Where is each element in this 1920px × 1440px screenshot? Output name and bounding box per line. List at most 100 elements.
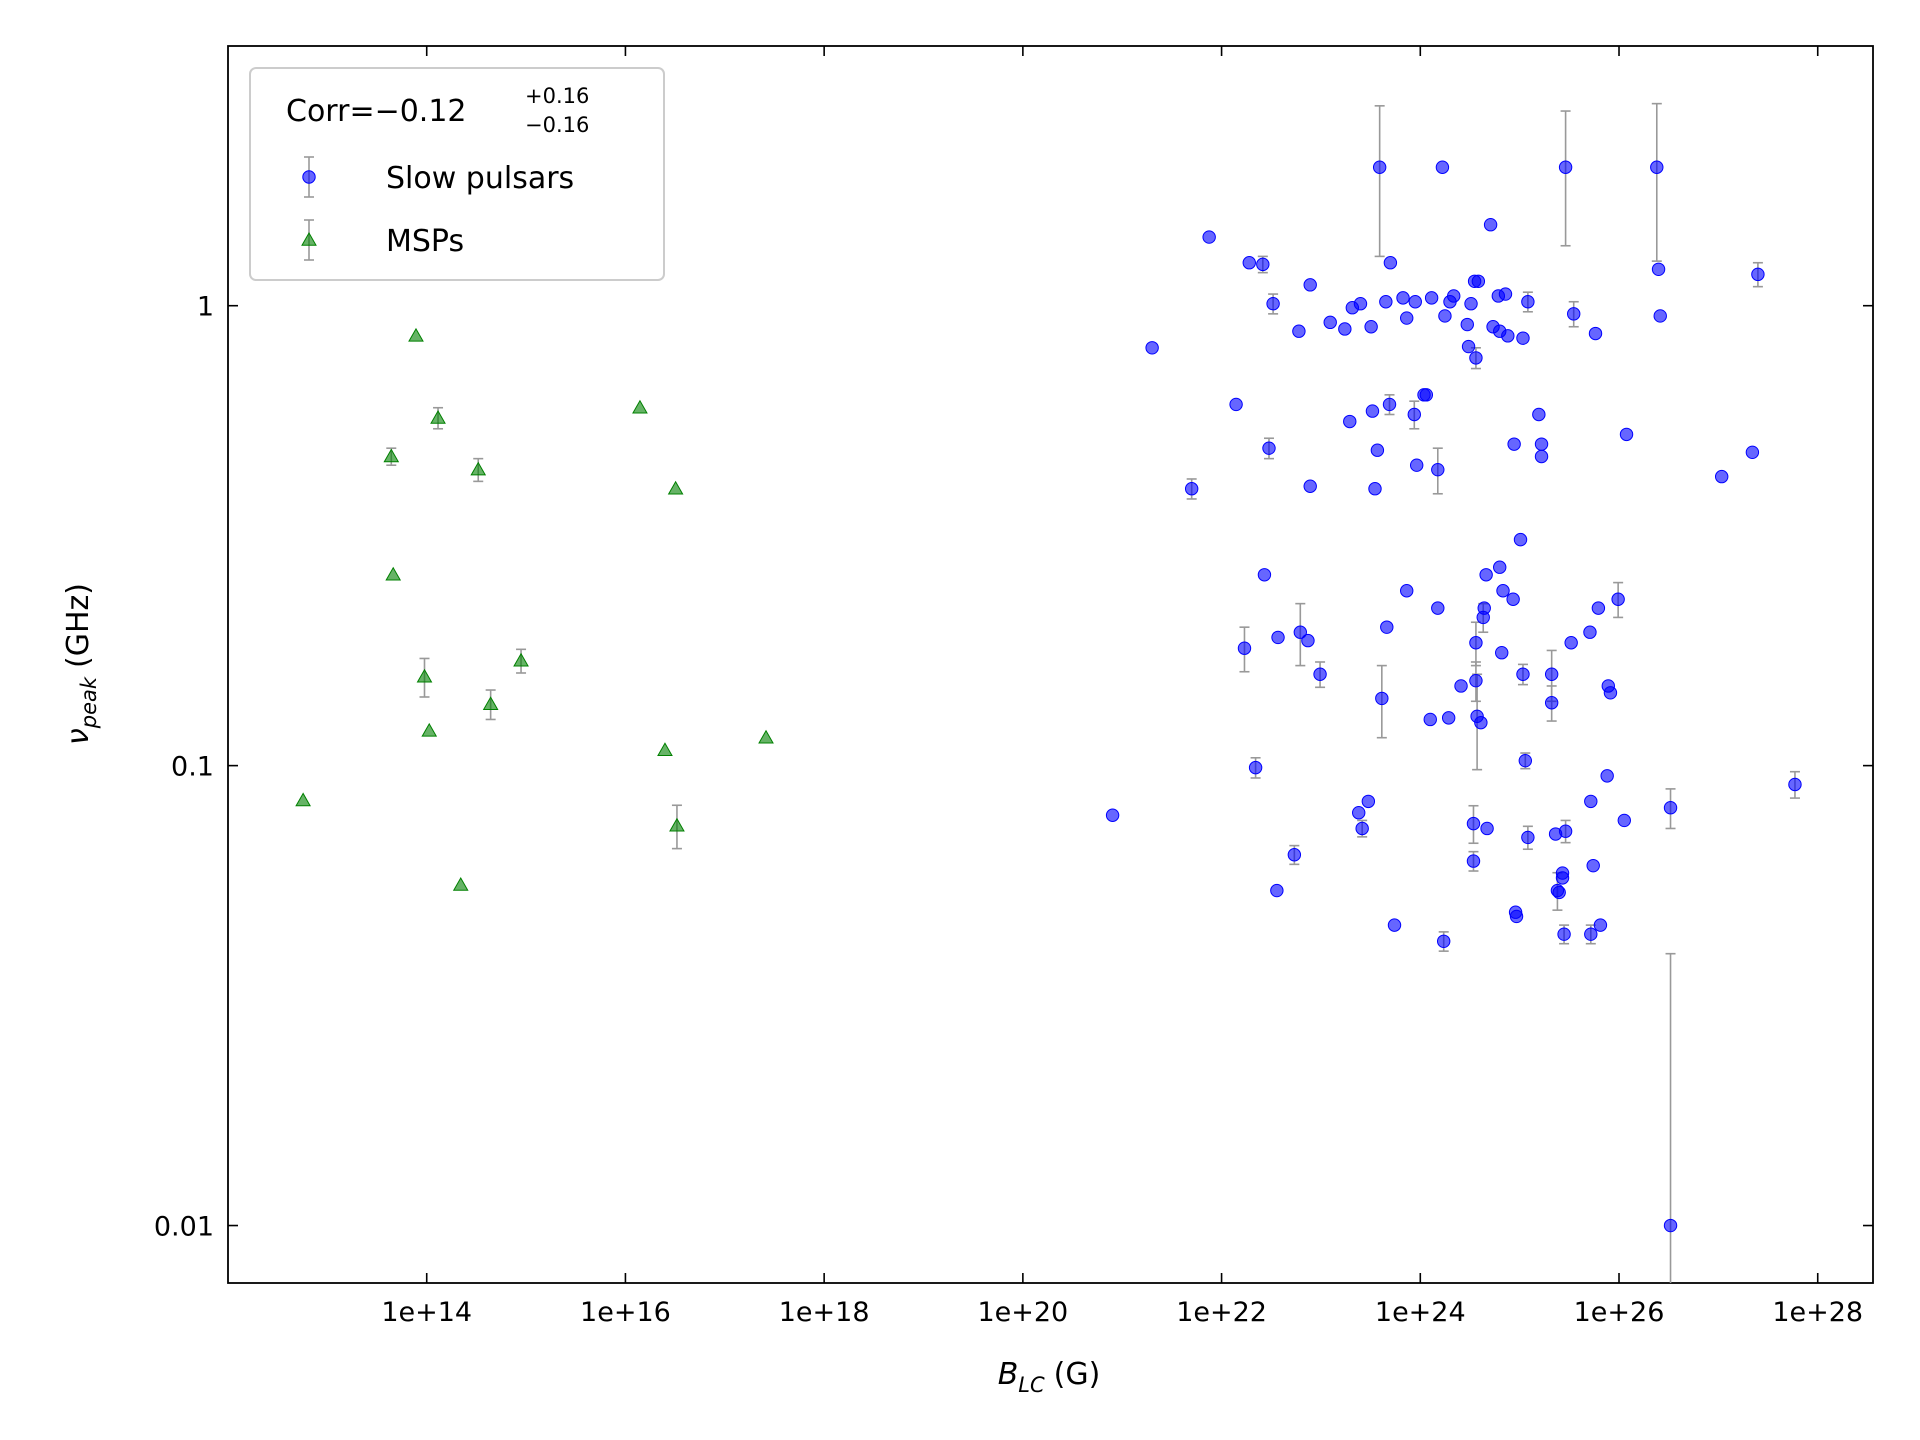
triangle-marker: [383, 448, 400, 463]
circle-marker: [1521, 295, 1535, 309]
x-tick-label: 1e+22: [1176, 1297, 1267, 1328]
circle-marker: [1509, 909, 1524, 924]
circle-marker: [1184, 482, 1199, 496]
circle-marker: [1516, 667, 1530, 681]
circle-marker: [1375, 691, 1389, 706]
circle-marker: [1382, 397, 1397, 412]
triangle-marker: [667, 480, 684, 495]
circle-marker: [1653, 309, 1667, 323]
circle-marker: [1558, 160, 1573, 174]
x-tick-label: 1e+16: [580, 1297, 671, 1328]
circle-marker: [1464, 297, 1478, 311]
circle-marker: [1603, 686, 1618, 700]
triangle-marker: [385, 566, 402, 581]
circle-marker: [1513, 532, 1528, 547]
triangle-marker: [430, 409, 446, 424]
circle-marker: [1584, 927, 1598, 941]
circle-marker: [1105, 808, 1120, 822]
circle-marker: [1352, 806, 1366, 820]
circle-marker: [1544, 667, 1559, 681]
circle-marker: [1663, 801, 1678, 815]
triangle-marker: [758, 729, 774, 744]
x-tick-label: 1e+26: [1574, 1297, 1665, 1328]
circle-marker: [1663, 1218, 1678, 1233]
x-label-unit: (G): [1054, 1357, 1101, 1392]
circle-marker: [1532, 407, 1546, 422]
circle-marker: [1534, 437, 1549, 451]
circle-marker: [1257, 568, 1272, 582]
circle-marker: [1483, 218, 1498, 232]
circle-marker: [1145, 341, 1159, 355]
circle-marker: [1365, 404, 1380, 418]
circle-marker: [1303, 479, 1317, 493]
circle-marker: [1409, 458, 1424, 472]
circle-marker: [1474, 715, 1488, 730]
circle-marker: [1788, 777, 1802, 792]
circle-marker: [1256, 257, 1270, 272]
circle-marker: [1379, 295, 1393, 309]
circle-marker: [1407, 407, 1421, 422]
plot-frame: [227, 45, 1874, 1284]
circle-marker: [1353, 297, 1368, 311]
circle-marker: [1751, 267, 1765, 282]
legend-marker: [301, 231, 317, 246]
circle-marker: [1202, 230, 1216, 244]
circle-marker: [1477, 601, 1491, 615]
circle-marker: [1242, 256, 1256, 270]
circle-marker: [1617, 813, 1631, 828]
legend-title-sup: +0.16: [525, 84, 589, 108]
circle-marker: [1461, 339, 1476, 354]
x-axis-label: BLC (G): [998, 1357, 1101, 1397]
circle-marker: [1303, 278, 1317, 292]
triangle-marker: [295, 792, 311, 807]
circle-marker: [1584, 794, 1598, 809]
circle-marker: [1424, 291, 1439, 305]
circle-marker: [1506, 592, 1520, 606]
y-tick-label: 1: [197, 292, 214, 323]
triangle-marker: [452, 877, 469, 891]
circle-marker: [1611, 592, 1625, 606]
y-tick-label: 0.1: [171, 752, 214, 783]
circle-marker: [1266, 297, 1280, 311]
circle-marker: [1495, 646, 1509, 660]
circle-marker: [1419, 388, 1434, 402]
circle-marker: [1438, 309, 1452, 323]
circle-marker: [1651, 262, 1666, 276]
circle-marker: [1313, 667, 1327, 681]
circle-marker: [1544, 696, 1559, 710]
circle-marker: [1479, 568, 1493, 582]
circle-marker: [1516, 331, 1530, 345]
circle-marker: [1248, 760, 1263, 775]
circle-marker: [1593, 918, 1608, 932]
triangle-marker: [416, 668, 433, 683]
legend-title-sub: −0.16: [525, 113, 589, 137]
circle-marker: [1558, 824, 1573, 838]
circle-marker: [1436, 934, 1451, 948]
y-label-subscript: peak: [77, 676, 101, 729]
circle-marker: [1521, 830, 1535, 845]
circle-marker: [1564, 636, 1578, 650]
circle-marker: [1460, 317, 1474, 332]
y-tick-label: 0.01: [154, 1212, 214, 1243]
circle-marker: [1714, 469, 1729, 484]
circle-marker: [1567, 307, 1581, 321]
circle-marker: [1229, 397, 1243, 412]
circle-marker: [1441, 711, 1456, 725]
circle-marker: [1745, 445, 1760, 460]
x-tick-label: 1e+18: [779, 1297, 870, 1328]
circle-marker: [1396, 291, 1410, 305]
plot-area: [295, 102, 1802, 1283]
circle-marker: [1619, 427, 1634, 442]
circle-marker: [1493, 560, 1507, 574]
circle-marker: [1447, 289, 1461, 303]
legend-marker: [302, 170, 316, 184]
circle-marker: [1368, 482, 1382, 496]
circle-marker: [1361, 794, 1376, 809]
circle-marker: [1423, 712, 1437, 727]
legend: Corr=−0.12 +0.16 −0.16 Slow pulsars MSPs: [249, 67, 665, 281]
triangle-marker: [408, 327, 424, 342]
circle-marker: [1400, 584, 1414, 598]
y-label-symbol: ν: [61, 728, 96, 745]
x-tick-label: 1e+28: [1772, 1297, 1863, 1328]
circle-marker: [1301, 633, 1315, 648]
